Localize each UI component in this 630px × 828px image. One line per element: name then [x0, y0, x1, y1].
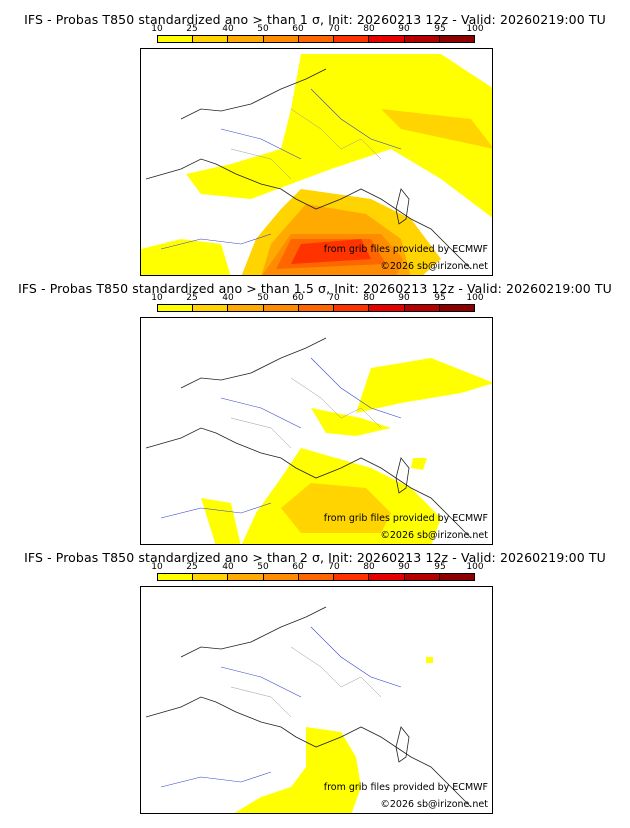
scale-ticks: 10 25 40 50 60 70 80 90 95 100 — [151, 24, 483, 34]
scale-swatch — [228, 574, 264, 580]
source-credit: from grib files provided by ECMWF — [323, 513, 488, 524]
scale-swatch — [158, 36, 194, 42]
scale-tick: 25 — [186, 293, 198, 303]
scale-tick: 95 — [434, 562, 446, 572]
copyright-credit: ©2026 sb@irizone.net — [380, 261, 488, 272]
scale-tick: 90 — [398, 293, 410, 303]
scale-swatch — [334, 305, 370, 311]
scale-swatch — [334, 36, 370, 42]
copyright-credit: ©2026 sb@irizone.net — [380, 799, 488, 810]
scale-tick: 50 — [257, 562, 269, 572]
source-credit: from grib files provided by ECMWF — [323, 244, 488, 255]
map-graphic — [141, 54, 492, 275]
copyright-credit: ©2026 sb@irizone.net — [380, 530, 488, 541]
panel-title: IFS - Probas T850 standardized ano > tha… — [18, 281, 612, 296]
scale-swatch — [158, 574, 194, 580]
probability-map: from grib files provided by ECMWF ©2026 … — [140, 586, 493, 814]
scale-swatch — [263, 574, 299, 580]
scale-tick: 50 — [257, 293, 269, 303]
scale-tick: 40 — [222, 24, 234, 34]
scale-tick: 80 — [363, 562, 375, 572]
scale-swatch — [193, 305, 229, 311]
scale-tick: 25 — [186, 24, 198, 34]
scale-swatch — [369, 574, 405, 580]
scale-swatch — [369, 36, 405, 42]
scale-tick: 60 — [292, 293, 304, 303]
probability-map: from grib files provided by ECMWF ©2026 … — [140, 317, 493, 545]
scale-swatch — [404, 36, 440, 42]
scale-tick: 50 — [257, 24, 269, 34]
scale-swatch — [228, 305, 264, 311]
scale-tick: 80 — [363, 293, 375, 303]
scale-swatch — [263, 305, 299, 311]
scale-tick: 100 — [466, 293, 484, 303]
scale-bar — [157, 35, 475, 43]
map-graphic — [145, 606, 472, 813]
scale-swatch — [369, 305, 405, 311]
scale-tick: 80 — [363, 24, 375, 34]
scale-tick: 70 — [328, 293, 340, 303]
scale-tick: 10 — [151, 24, 163, 34]
scale-tick: 25 — [186, 562, 198, 572]
scale-swatch — [298, 305, 335, 311]
scale-swatch — [404, 305, 440, 311]
probability-map: from grib files provided by ECMWF ©2026 … — [140, 48, 493, 276]
scale-swatch — [404, 574, 440, 580]
scale-bar — [157, 573, 475, 581]
scale-tick: 100 — [466, 562, 484, 572]
scale-swatch — [298, 574, 335, 580]
scale-swatch — [263, 36, 299, 42]
scale-tick: 90 — [398, 24, 410, 34]
map-graphic — [145, 337, 492, 544]
scale-tick: 10 — [151, 293, 163, 303]
scale-tick: 95 — [434, 24, 446, 34]
scale-tick: 95 — [434, 293, 446, 303]
scale-swatch — [158, 305, 194, 311]
scale-tick: 40 — [222, 562, 234, 572]
panel-title: IFS - Probas T850 standardized ano > tha… — [24, 550, 606, 565]
scale-ticks: 10 25 40 50 60 70 80 90 95 100 — [151, 293, 483, 303]
scale-swatch — [439, 305, 474, 311]
scale-swatch — [228, 36, 264, 42]
scale-tick: 60 — [292, 562, 304, 572]
panel-title: IFS - Probas T850 standardized ano > tha… — [24, 12, 606, 27]
scale-tick: 10 — [151, 562, 163, 572]
scale-swatch — [439, 574, 474, 580]
scale-ticks: 10 25 40 50 60 70 80 90 95 100 — [151, 562, 483, 572]
scale-swatch — [298, 36, 335, 42]
scale-tick: 70 — [328, 24, 340, 34]
scale-bar — [157, 304, 475, 312]
scale-swatch — [193, 36, 229, 42]
scale-tick: 90 — [398, 562, 410, 572]
scale-swatch — [193, 574, 229, 580]
scale-swatch — [334, 574, 370, 580]
scale-tick: 100 — [466, 24, 484, 34]
scale-tick: 40 — [222, 293, 234, 303]
scale-swatch — [439, 36, 474, 42]
scale-tick: 60 — [292, 24, 304, 34]
scale-tick: 70 — [328, 562, 340, 572]
source-credit: from grib files provided by ECMWF — [323, 782, 488, 793]
